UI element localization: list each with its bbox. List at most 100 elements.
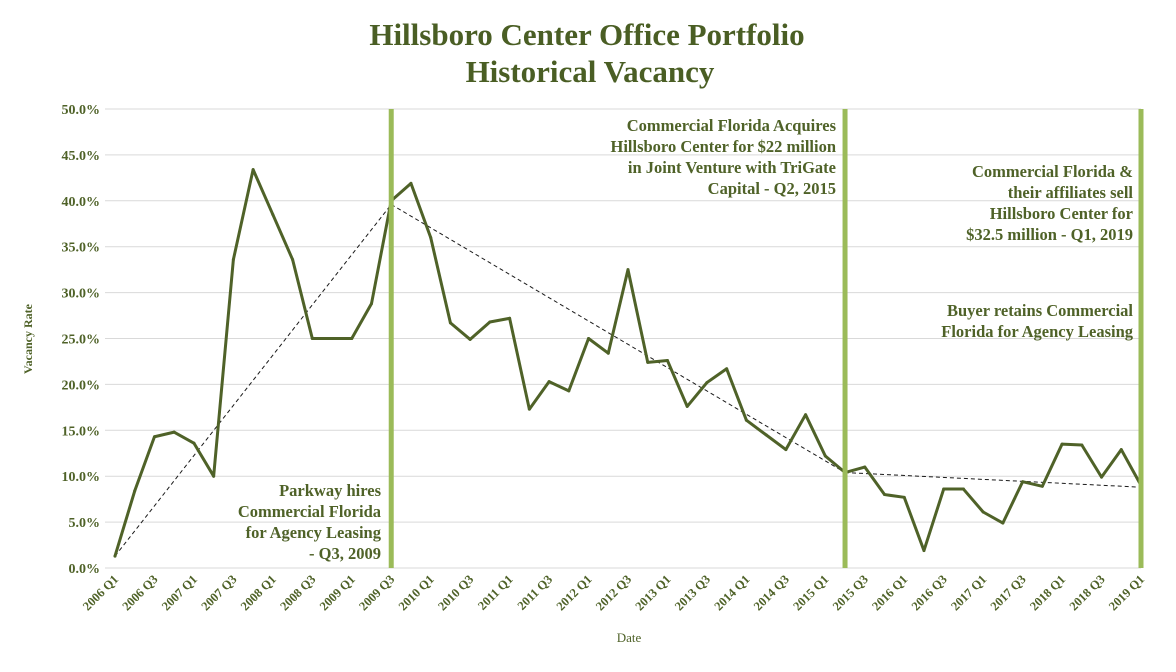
x-tick-label: 2007 Q3 <box>198 572 239 613</box>
annotation-line: Commercial Florida & <box>972 162 1133 181</box>
annotation-line: $32.5 million - Q1, 2019 <box>966 225 1133 244</box>
data-point <box>646 360 650 364</box>
data-point <box>291 258 295 262</box>
x-axis-title: Date <box>617 630 642 645</box>
data-point <box>626 268 630 272</box>
x-tick-label: 2014 Q1 <box>711 572 752 613</box>
data-point <box>823 454 827 458</box>
data-point <box>981 510 985 514</box>
data-point <box>271 213 275 217</box>
x-tick-label: 2009 Q3 <box>356 572 397 613</box>
data-point <box>152 435 156 439</box>
gridlines <box>105 108 1141 569</box>
y-tick-label: 35.0% <box>62 241 101 256</box>
x-tick-label: 2016 Q3 <box>909 572 950 613</box>
x-tick-label: 2015 Q1 <box>790 572 831 613</box>
data-point <box>1080 443 1084 447</box>
annotation-line: - Q3, 2009 <box>309 544 381 563</box>
annotation-block: Commercial Florida Acquires Hillsboro Cen… <box>611 116 837 198</box>
annotation-line: their affiliates sell <box>1008 183 1134 202</box>
data-point <box>1001 521 1005 525</box>
x-tick-label: 2007 Q1 <box>159 572 200 613</box>
data-point <box>902 495 906 499</box>
data-point <box>1060 442 1064 446</box>
data-point <box>133 489 137 493</box>
annotation-line: Buyer retains Commercial <box>947 301 1133 320</box>
y-axis-ticks: 0.0% 5.0% 10.0% 15.0% 20.0% 25.0% 30.0% 35.0% 40… <box>62 103 101 577</box>
y-tick-label: 25.0% <box>62 333 101 348</box>
annotation-line: for Agency Leasing <box>246 523 382 542</box>
data-point <box>429 236 433 240</box>
annotation-block: Commercial Florida & their affiliates sel… <box>966 162 1133 244</box>
data-point <box>370 302 373 306</box>
x-tick-label: 2011 Q1 <box>475 572 516 613</box>
trendline <box>845 472 1142 488</box>
data-point <box>587 337 591 340</box>
y-tick-label: 20.0% <box>62 378 101 393</box>
data-point <box>330 337 334 340</box>
y-tick-label: 40.0% <box>62 195 101 210</box>
y-tick-label: 10.0% <box>62 470 101 485</box>
y-tick-label: 45.0% <box>62 149 101 164</box>
data-point <box>922 549 926 553</box>
x-tick-label: 2018 Q1 <box>1027 572 1068 613</box>
data-point <box>961 487 965 491</box>
x-tick-label: 2010 Q3 <box>435 572 476 613</box>
data-point <box>113 554 117 558</box>
x-tick-label: 2019 Q1 <box>1106 572 1147 613</box>
data-point <box>212 474 216 478</box>
x-tick-label: 2008 Q3 <box>277 572 318 613</box>
data-point <box>863 465 867 469</box>
x-tick-label: 2008 Q1 <box>238 572 279 613</box>
data-point <box>784 448 788 452</box>
data-point <box>705 381 709 385</box>
trendlines <box>114 204 1142 557</box>
x-tick-label: 2014 Q3 <box>751 572 792 613</box>
annotation-line: Parkway hires <box>279 481 381 500</box>
data-point <box>567 389 571 393</box>
y-tick-label: 15.0% <box>62 424 101 439</box>
x-tick-label: 2010 Q1 <box>396 572 437 613</box>
annotations: Parkway hires Commercial Florida for Agenc… <box>238 116 1134 563</box>
data-point <box>665 359 669 363</box>
data-point <box>547 380 551 384</box>
annotation-line: Hillsboro Center for $22 million <box>611 137 837 156</box>
x-tick-label: 2016 Q1 <box>869 572 910 613</box>
x-tick-label: 2013 Q3 <box>672 572 713 613</box>
data-point <box>1100 475 1104 479</box>
x-tick-label: 2018 Q3 <box>1067 572 1108 613</box>
data-point <box>350 337 354 340</box>
data-point <box>409 181 413 185</box>
annotation-line: Capital - Q2, 2015 <box>708 179 836 198</box>
x-tick-label: 2012 Q1 <box>554 572 595 613</box>
x-tick-label: 2009 Q1 <box>317 572 358 613</box>
data-point <box>764 433 768 437</box>
data-point <box>1119 448 1123 452</box>
chart-title-line-1: Hillsboro Center Office Portfolio <box>369 17 804 52</box>
data-point <box>192 441 196 445</box>
y-tick-label: 0.0% <box>69 562 101 577</box>
data-point <box>804 413 808 417</box>
data-point <box>448 321 452 325</box>
data-point <box>606 351 610 355</box>
annotation-line: in Joint Venture with TriGate <box>628 158 836 177</box>
data-point <box>883 493 886 497</box>
x-tick-label: 2011 Q3 <box>515 572 556 613</box>
x-tick-label: 2017 Q1 <box>948 572 989 613</box>
annotation-line: Commercial Florida <box>238 502 381 521</box>
data-point <box>468 337 472 341</box>
data-point <box>942 487 946 491</box>
x-tick-label: 2015 Q3 <box>830 572 871 613</box>
annotation-block: Parkway hires Commercial Florida for Agenc… <box>238 481 382 563</box>
trendline <box>114 204 392 557</box>
chart-title-line-2: Historical Vacancy <box>466 54 715 89</box>
data-point <box>744 418 748 422</box>
x-tick-label: 2006 Q3 <box>119 572 160 613</box>
annotation-line: Commercial Florida Acquires <box>627 116 837 135</box>
annotation-line: Hillsboro Center for <box>990 204 1133 223</box>
x-tick-label: 2017 Q3 <box>988 572 1029 613</box>
event-markers <box>388 109 1144 568</box>
data-point <box>488 320 492 324</box>
data-point <box>310 337 314 340</box>
